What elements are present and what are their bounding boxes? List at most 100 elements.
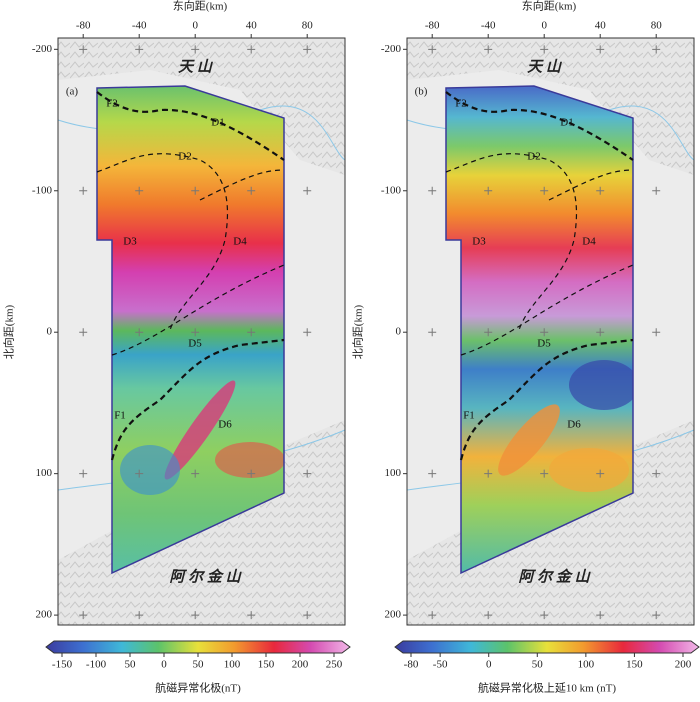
y-axis-title: 北向距(km): [351, 304, 365, 359]
grid-cross: [540, 469, 549, 478]
grid-cross: [428, 186, 437, 195]
mountain-label: 阿 尔 金 山: [518, 567, 591, 585]
y-tick-label: 100: [36, 467, 53, 479]
feature-label: D2: [178, 151, 191, 163]
x-tick-label: -80: [425, 20, 440, 32]
y-tick-label: -100: [381, 184, 402, 196]
feature-label: D1: [211, 117, 224, 129]
grid-cross: [79, 611, 88, 620]
panel-label: (a): [66, 86, 79, 98]
panel-label: (b): [415, 86, 428, 98]
grid-cross: [247, 186, 256, 195]
survey-outline: [445, 85, 634, 575]
grid-cross: [428, 469, 437, 478]
grid-cross: [303, 469, 312, 478]
grid-cross: [191, 186, 200, 195]
grid-cross: [484, 611, 493, 620]
field-base: [97, 86, 284, 573]
y-tick-label: -200: [32, 43, 53, 55]
x-tick-label: 80: [651, 20, 663, 32]
colorbar-tick-label: 50: [125, 659, 137, 671]
grid-cross: [79, 469, 88, 478]
grid-cross: [596, 469, 605, 478]
anomaly-field: [97, 86, 284, 573]
x-tick-label: 0: [192, 20, 198, 32]
x-tick-label: 40: [595, 20, 607, 32]
feature-label: D6: [218, 419, 232, 431]
boundary-line: [96, 153, 285, 356]
grid-cross: [484, 186, 493, 195]
colorbar-tick-label: 50: [532, 659, 544, 671]
grid-cross: [303, 611, 312, 620]
grid-cross: [303, 186, 312, 195]
colorbar-tick-label: 0: [486, 659, 492, 671]
y-tick-label: 100: [385, 467, 402, 479]
grid-cross: [652, 186, 661, 195]
grid-cross: [540, 45, 549, 54]
grid-cross: [596, 186, 605, 195]
mountain-label: 阿 尔 金 山: [169, 567, 242, 585]
colorbar: [45, 640, 351, 654]
colorbar: [394, 640, 700, 654]
feature-label: D3: [123, 236, 137, 248]
feature-label: D6: [567, 419, 581, 431]
field-blob: [498, 404, 560, 476]
feature-label: D1: [560, 117, 573, 129]
grid-cross: [135, 186, 144, 195]
grid-cross: [596, 328, 605, 337]
grid-cross: [191, 45, 200, 54]
y-axis-title: 北向距(km): [2, 304, 16, 359]
grid-cross: [428, 611, 437, 620]
x-tick-label: 0: [541, 20, 547, 32]
x-tick-label: -40: [132, 20, 147, 32]
grid-cross: [540, 186, 549, 195]
grid-cross: [428, 45, 437, 54]
grid-cross: [428, 328, 437, 337]
colorbar-tick-label: 100: [224, 659, 241, 671]
survey-outline: [96, 85, 285, 575]
colorbar-tick-label: -80: [404, 659, 419, 671]
grid-cross: [135, 611, 144, 620]
grid-cross: [247, 45, 256, 54]
grid-cross: [79, 328, 88, 337]
anomaly-field: [446, 86, 633, 573]
relief-north: [407, 38, 694, 175]
field-blob: [549, 448, 629, 492]
y-tick-label: 0: [396, 326, 402, 338]
grid-cross: [191, 469, 200, 478]
map-panel: -80 -40 0 40 80 -200 -100 0 100 200 东向距(km) 北向距(km)…: [351, 0, 700, 695]
grid-cross: [540, 611, 549, 620]
feature-label: D3: [472, 236, 486, 248]
grid-cross: [247, 328, 256, 337]
grid-cross: [79, 186, 88, 195]
grid-cross: [135, 469, 144, 478]
x-tick-label: -80: [76, 20, 91, 32]
grid-cross: [191, 328, 200, 337]
colorbar-tick-label: 250: [326, 659, 343, 671]
grid-cross: [135, 328, 144, 337]
colorbar-tick-label: 0: [161, 659, 167, 671]
y-tick-label: 200: [385, 609, 402, 621]
colorbar-tick-label: 50: [193, 659, 205, 671]
feature-label: F1: [114, 410, 126, 422]
map-frame: [406, 37, 695, 626]
field-blob: [215, 442, 284, 478]
y-tick-label: 200: [36, 609, 53, 621]
field-blob: [120, 445, 180, 495]
field-blob: [569, 360, 633, 410]
grid-cross: [484, 328, 493, 337]
colorbar-tick-label: 100: [578, 659, 595, 671]
colorbar-tick-label: -150: [52, 659, 73, 671]
field-blob: [164, 380, 236, 480]
grid-cross: [652, 611, 661, 620]
y-tick-label: -100: [32, 184, 53, 196]
feature-label: F2: [106, 98, 118, 110]
x-tick-label: -40: [481, 20, 496, 32]
colorbar-tick-label: -50: [433, 659, 448, 671]
mountain-label: 天 山: [178, 58, 214, 75]
colorbar-tick-label: 150: [626, 659, 643, 671]
mountain-label: 天 山: [527, 58, 563, 75]
grid-cross: [652, 328, 661, 337]
feature-label: D4: [582, 236, 596, 248]
grid-cross: [484, 469, 493, 478]
